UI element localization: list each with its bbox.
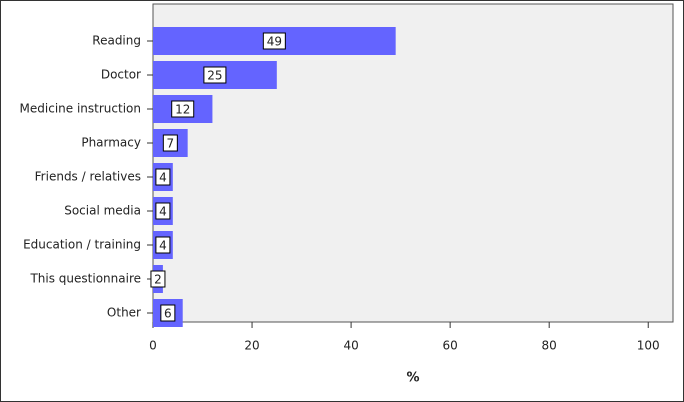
value-label-box <box>150 270 166 288</box>
value-label: 4 <box>159 239 167 253</box>
value-label: 12 <box>175 103 190 117</box>
y-tick-label: Pharmacy <box>81 136 141 150</box>
value-label: 49 <box>267 35 282 49</box>
y-tick-label: Friends / relatives <box>35 170 141 184</box>
y-tick-label: Education / training <box>23 238 141 252</box>
value-label-box <box>155 168 171 186</box>
x-tick-label: 40 <box>343 339 358 353</box>
y-tick-label: Reading <box>92 34 141 48</box>
value-label: 4 <box>159 171 167 185</box>
x-tick-label: 60 <box>443 339 458 353</box>
value-label-box <box>160 304 176 322</box>
value-label-box <box>203 66 227 84</box>
value-label-box <box>162 134 178 152</box>
value-label-box <box>262 32 286 50</box>
value-label: 4 <box>159 205 167 219</box>
y-tick-label: Doctor <box>101 68 141 82</box>
value-label-box <box>171 100 195 118</box>
y-tick-label: Social media <box>64 204 141 218</box>
y-tick-label: This questionnaire <box>29 272 141 286</box>
value-label: 2 <box>154 273 162 287</box>
value-label: 25 <box>207 69 222 83</box>
x-tick-label: 0 <box>149 339 157 353</box>
value-label: 7 <box>167 137 175 151</box>
x-tick-label: 80 <box>542 339 557 353</box>
value-label-box <box>155 236 171 254</box>
y-tick-label: Other <box>107 306 141 320</box>
value-label: 6 <box>164 307 172 321</box>
value-label-box <box>155 202 171 220</box>
x-tick-label: 20 <box>244 339 259 353</box>
x-tick-label: 100 <box>637 339 660 353</box>
plot-area <box>152 3 674 323</box>
x-axis-label: % <box>406 371 419 386</box>
y-tick-label: Medicine instruction <box>20 102 141 116</box>
